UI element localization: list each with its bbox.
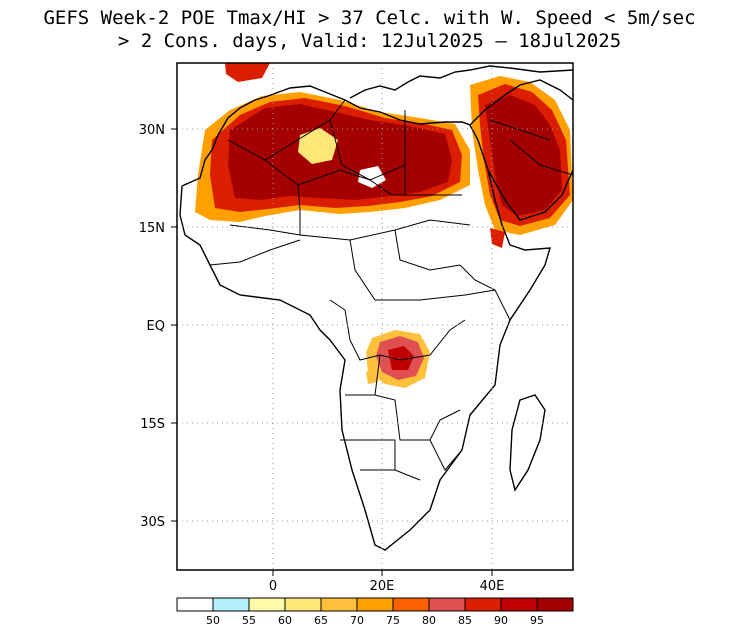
map-title-line-2: > 2 Cons. days, Valid: 12Jul2025 – 18Jul…	[117, 30, 622, 52]
map-title-line-1: GEFS Week-2 POE Tmax/HI > 37 Celc. with …	[43, 7, 696, 29]
colorbar-swatch	[212, 597, 250, 612]
map-area	[177, 63, 573, 570]
colorbar-label: 55	[242, 614, 256, 627]
lat-label-15s: 15S	[140, 417, 165, 432]
colorbar-swatch	[392, 597, 430, 612]
colorbar-label: 85	[458, 614, 472, 627]
lon-label-0: 0	[269, 579, 277, 594]
colorbar-swatch	[284, 597, 322, 612]
colorbar-label: 50	[206, 614, 220, 627]
lat-label-eq: EQ	[147, 319, 165, 334]
colorbar-swatch	[248, 597, 286, 612]
colorbar-swatch	[464, 597, 502, 612]
colorbar-swatch	[536, 597, 574, 612]
lat-label-30n: 30N	[139, 123, 165, 138]
lon-label-40e: 40E	[480, 579, 505, 594]
colorbar-swatch	[500, 597, 538, 612]
colorbar-swatch	[320, 597, 358, 612]
colorbar-label: 70	[350, 614, 364, 627]
map-frame-border	[176, 62, 574, 571]
colorbar: 50 55 60 65 70 75 80 85 90 95	[176, 597, 574, 627]
colorbar-label: 95	[530, 614, 544, 627]
lat-label-15n: 15N	[139, 221, 165, 236]
longitude-axis	[272, 570, 493, 576]
lat-label-30s: 30S	[140, 515, 165, 530]
colorbar-label: 65	[314, 614, 328, 627]
colorbar-swatch	[428, 597, 466, 612]
colorbar-swatch	[176, 597, 214, 612]
coastlines	[179, 65, 573, 551]
colorbar-label: 80	[422, 614, 436, 627]
country-borders	[209, 99, 573, 481]
latitude-axis	[171, 128, 177, 522]
colorbar-label: 60	[278, 614, 292, 627]
colorbar-label: 90	[494, 614, 508, 627]
colorbar-label: 75	[386, 614, 400, 627]
lon-label-20e: 20E	[370, 579, 395, 594]
graticule	[177, 63, 573, 570]
colorbar-swatch	[356, 597, 394, 612]
